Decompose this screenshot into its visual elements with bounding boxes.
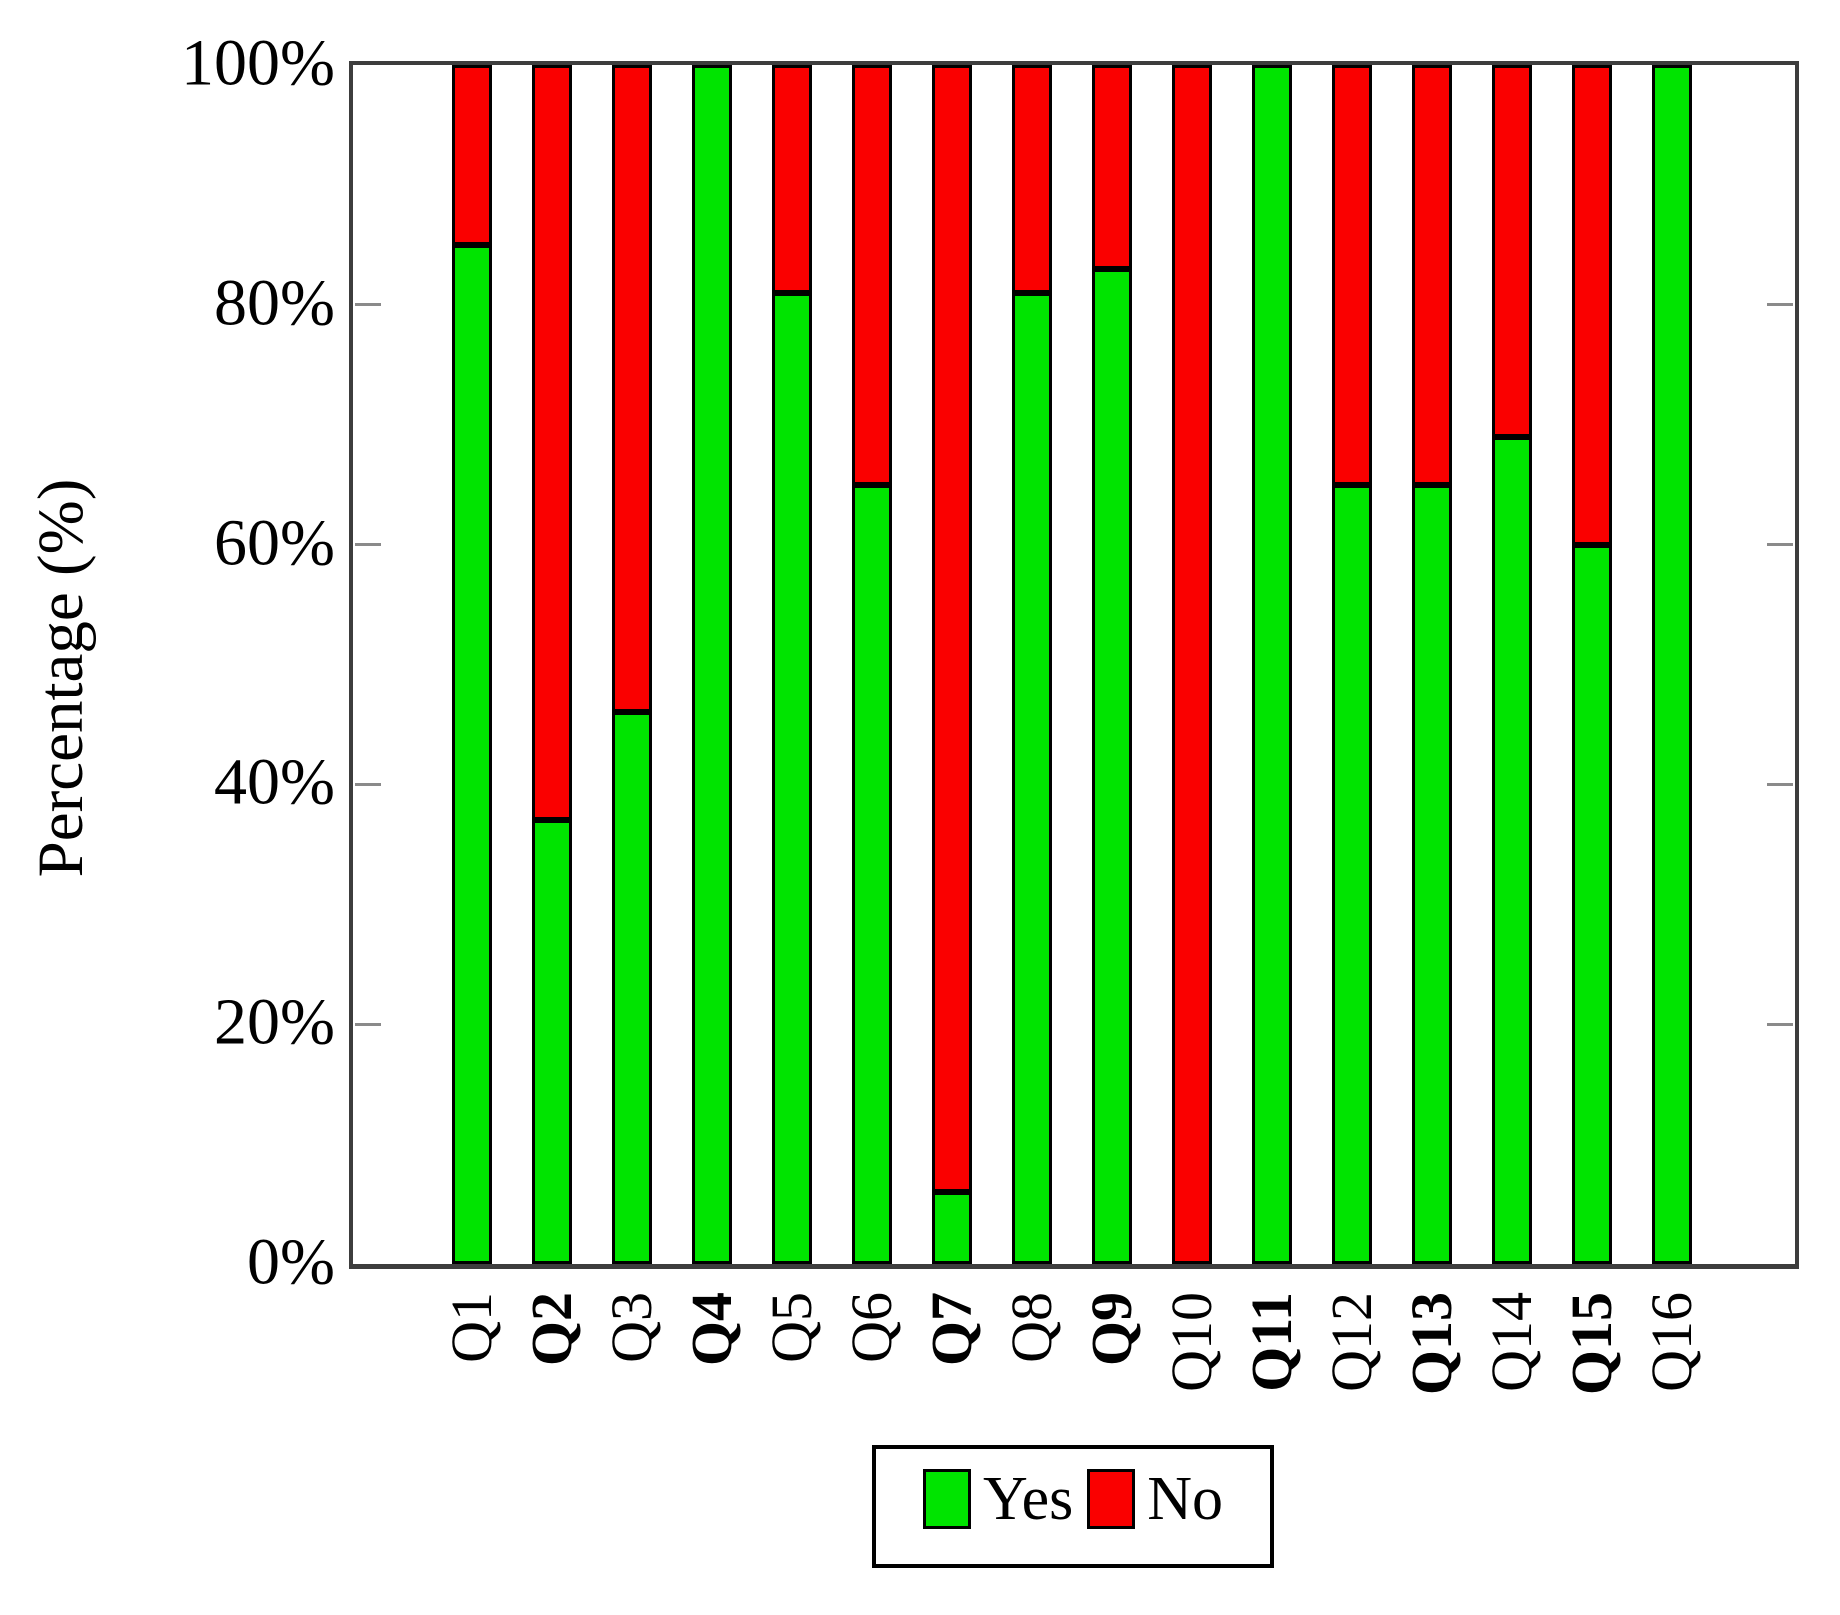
- bar-Q8-no-segment: [1012, 65, 1052, 293]
- x-tick-label-Q14: Q14: [1479, 1292, 1544, 1392]
- bars-layer: [353, 65, 1795, 1264]
- bar-Q7-yes-segment: [932, 1192, 972, 1264]
- y-tick-label-20: 20%: [214, 985, 335, 1059]
- bar-Q10: [1172, 65, 1212, 1264]
- bar-Q12: [1332, 65, 1372, 1264]
- bar-Q9-yes-segment: [1092, 268, 1132, 1264]
- y-tick-mark-left-40: [355, 782, 381, 786]
- y-tick-label-60: 60%: [214, 506, 335, 580]
- x-tick-label-Q13: Q13: [1399, 1292, 1464, 1396]
- bar-Q6: [852, 65, 892, 1264]
- bar-Q7-no-segment: [932, 65, 972, 1193]
- bar-Q3-yes-segment: [612, 712, 652, 1264]
- y-tick-mark-left-60: [355, 543, 381, 547]
- bar-Q9: [1092, 65, 1132, 1264]
- x-tick-label-Q6: Q6: [839, 1292, 904, 1363]
- bar-Q5: [772, 65, 812, 1264]
- bar-Q12-yes-segment: [1332, 484, 1372, 1264]
- bar-Q8-yes-segment: [1012, 292, 1052, 1264]
- bar-Q1: [452, 65, 492, 1264]
- bar-Q15-no-segment: [1572, 65, 1612, 545]
- bar-Q6-no-segment: [852, 65, 892, 485]
- bar-Q15-yes-segment: [1572, 544, 1612, 1264]
- x-tick-label-Q1: Q1: [439, 1292, 504, 1363]
- bar-Q11-yes-segment: [1252, 65, 1292, 1264]
- bar-Q16-yes-segment: [1652, 65, 1692, 1264]
- bar-Q16: [1652, 65, 1692, 1264]
- legend-no-swatch: [1087, 1469, 1136, 1529]
- bar-Q15: [1572, 65, 1612, 1264]
- bar-Q3: [612, 65, 652, 1264]
- y-axis-label: Percentage (%): [25, 478, 97, 878]
- bar-Q13: [1412, 65, 1452, 1264]
- x-tick-label-Q7: Q7: [919, 1292, 984, 1367]
- legend-yes-swatch: [923, 1469, 971, 1529]
- plot-frame: [349, 61, 1799, 1269]
- legend-box: Yes No: [872, 1445, 1274, 1568]
- x-tick-label-Q8: Q8: [999, 1292, 1064, 1363]
- bar-Q14-no-segment: [1492, 65, 1532, 437]
- bar-Q4: [692, 65, 732, 1264]
- bar-Q2: [532, 65, 572, 1264]
- x-tick-label-Q5: Q5: [759, 1292, 824, 1363]
- y-tick-mark-right-40: [1767, 782, 1793, 786]
- bar-Q10-no-segment: [1172, 65, 1212, 1264]
- bar-Q8: [1012, 65, 1052, 1264]
- bar-Q4-yes-segment: [692, 65, 732, 1264]
- bar-Q1-yes-segment: [452, 244, 492, 1264]
- x-tick-label-Q12: Q12: [1319, 1292, 1384, 1392]
- bar-Q6-yes-segment: [852, 484, 892, 1264]
- x-tick-label-Q2: Q2: [519, 1292, 584, 1367]
- x-tick-label-Q10: Q10: [1159, 1292, 1224, 1392]
- y-tick-label-100: 100%: [181, 26, 335, 100]
- x-tick-label-Q4: Q4: [679, 1292, 744, 1367]
- y-tick-mark-left-20: [355, 1022, 381, 1026]
- bar-Q7: [932, 65, 972, 1264]
- bar-Q5-yes-segment: [772, 292, 812, 1264]
- y-tick-label-0: 0%: [247, 1225, 335, 1299]
- legend-yes-label: Yes: [983, 1465, 1074, 1533]
- bar-Q14-yes-segment: [1492, 436, 1532, 1264]
- bar-Q5-no-segment: [772, 65, 812, 293]
- bar-Q12-no-segment: [1332, 65, 1372, 485]
- legend-no-label: No: [1147, 1465, 1223, 1533]
- bar-Q2-yes-segment: [532, 820, 572, 1264]
- x-tick-label-Q9: Q9: [1079, 1292, 1144, 1367]
- x-tick-label-Q15: Q15: [1559, 1292, 1624, 1396]
- bar-Q3-no-segment: [612, 65, 652, 713]
- x-tick-label-Q11: Q11: [1239, 1292, 1304, 1392]
- y-tick-mark-right-80: [1767, 303, 1793, 307]
- bar-Q13-yes-segment: [1412, 484, 1452, 1264]
- y-tick-label-40: 40%: [214, 745, 335, 819]
- bar-Q9-no-segment: [1092, 65, 1132, 269]
- x-tick-label-Q3: Q3: [599, 1292, 664, 1363]
- bar-Q1-no-segment: [452, 65, 492, 245]
- bar-Q11: [1252, 65, 1292, 1264]
- y-tick-label-80: 80%: [214, 266, 335, 340]
- y-tick-mark-right-20: [1767, 1022, 1793, 1026]
- bar-Q14: [1492, 65, 1532, 1264]
- y-tick-mark-left-80: [355, 303, 381, 307]
- bar-Q2-no-segment: [532, 65, 572, 821]
- bar-Q13-no-segment: [1412, 65, 1452, 485]
- y-tick-mark-right-60: [1767, 543, 1793, 547]
- x-tick-label-Q16: Q16: [1639, 1292, 1704, 1392]
